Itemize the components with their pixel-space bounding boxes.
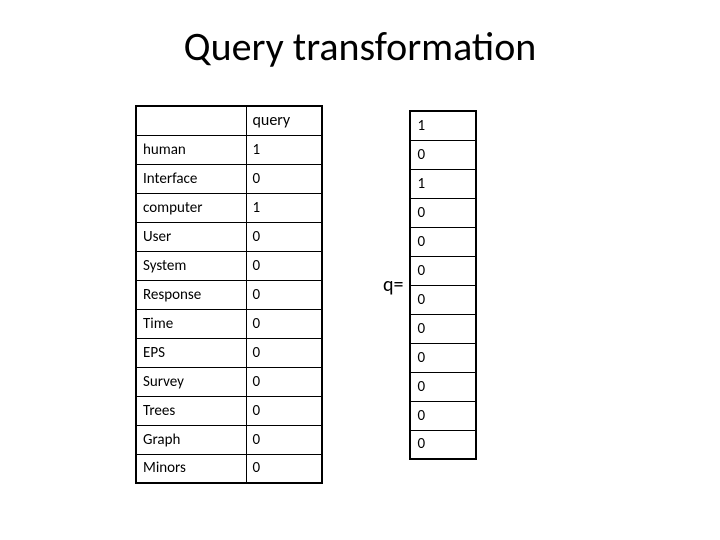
vector-cell: 0: [410, 198, 476, 227]
q-equals-label: q=: [383, 273, 403, 297]
vector-cell: 0: [410, 227, 476, 256]
value-cell: 0: [246, 309, 322, 338]
term-cell: Interface: [136, 164, 246, 193]
vector-cell: 0: [410, 430, 476, 459]
header-query-cell: query: [246, 106, 322, 135]
vector-row: 1: [410, 111, 476, 140]
value-cell: 0: [246, 164, 322, 193]
term-cell: computer: [136, 193, 246, 222]
table-row: Trees 0: [136, 396, 322, 425]
table-row: Minors 0: [136, 454, 322, 483]
vector-row: 0: [410, 401, 476, 430]
vector-cell: 1: [410, 111, 476, 140]
q-vector-table: 1 0 1 0 0 0 0 0 0 0 0 0: [409, 110, 477, 460]
vector-cell: 0: [410, 256, 476, 285]
term-cell: Graph: [136, 425, 246, 454]
vector-row: 0: [410, 198, 476, 227]
table-row: computer 1: [136, 193, 322, 222]
table-header-row: query: [136, 106, 322, 135]
term-cell: Survey: [136, 367, 246, 396]
table-row: Graph 0: [136, 425, 322, 454]
value-cell: 0: [246, 280, 322, 309]
content-area: query human 1 Interface 0 computer 1 Use…: [135, 105, 477, 484]
term-cell: User: [136, 222, 246, 251]
value-cell: 0: [246, 396, 322, 425]
vector-cell: 1: [410, 169, 476, 198]
vector-cell: 0: [410, 372, 476, 401]
vector-row: 0: [410, 227, 476, 256]
vector-row: 0: [410, 314, 476, 343]
table-row: User 0: [136, 222, 322, 251]
value-cell: 0: [246, 454, 322, 483]
vector-row: 0: [410, 285, 476, 314]
vector-cell: 0: [410, 140, 476, 169]
value-cell: 0: [246, 367, 322, 396]
value-cell: 0: [246, 425, 322, 454]
term-cell: Minors: [136, 454, 246, 483]
page-title: Query transformation: [0, 22, 720, 71]
vector-cell: 0: [410, 343, 476, 372]
value-cell: 1: [246, 135, 322, 164]
table-row: System 0: [136, 251, 322, 280]
vector-row: 1: [410, 169, 476, 198]
vector-cell: 0: [410, 285, 476, 314]
vector-row: 0: [410, 140, 476, 169]
vector-cell: 0: [410, 401, 476, 430]
term-cell: Response: [136, 280, 246, 309]
vector-row: 0: [410, 343, 476, 372]
header-blank-cell: [136, 106, 246, 135]
table-row: Interface 0: [136, 164, 322, 193]
value-cell: 0: [246, 222, 322, 251]
table-row: human 1: [136, 135, 322, 164]
term-cell: System: [136, 251, 246, 280]
term-query-table: query human 1 Interface 0 computer 1 Use…: [135, 105, 323, 484]
term-cell: human: [136, 135, 246, 164]
value-cell: 0: [246, 338, 322, 367]
term-cell: Trees: [136, 396, 246, 425]
table-row: Time 0: [136, 309, 322, 338]
vector-row: 0: [410, 430, 476, 459]
term-cell: Time: [136, 309, 246, 338]
table-row: Response 0: [136, 280, 322, 309]
table-row: EPS 0: [136, 338, 322, 367]
term-cell: EPS: [136, 338, 246, 367]
value-cell: 0: [246, 251, 322, 280]
table-row: Survey 0: [136, 367, 322, 396]
value-cell: 1: [246, 193, 322, 222]
vector-cell: 0: [410, 314, 476, 343]
vector-row: 0: [410, 372, 476, 401]
vector-row: 0: [410, 256, 476, 285]
